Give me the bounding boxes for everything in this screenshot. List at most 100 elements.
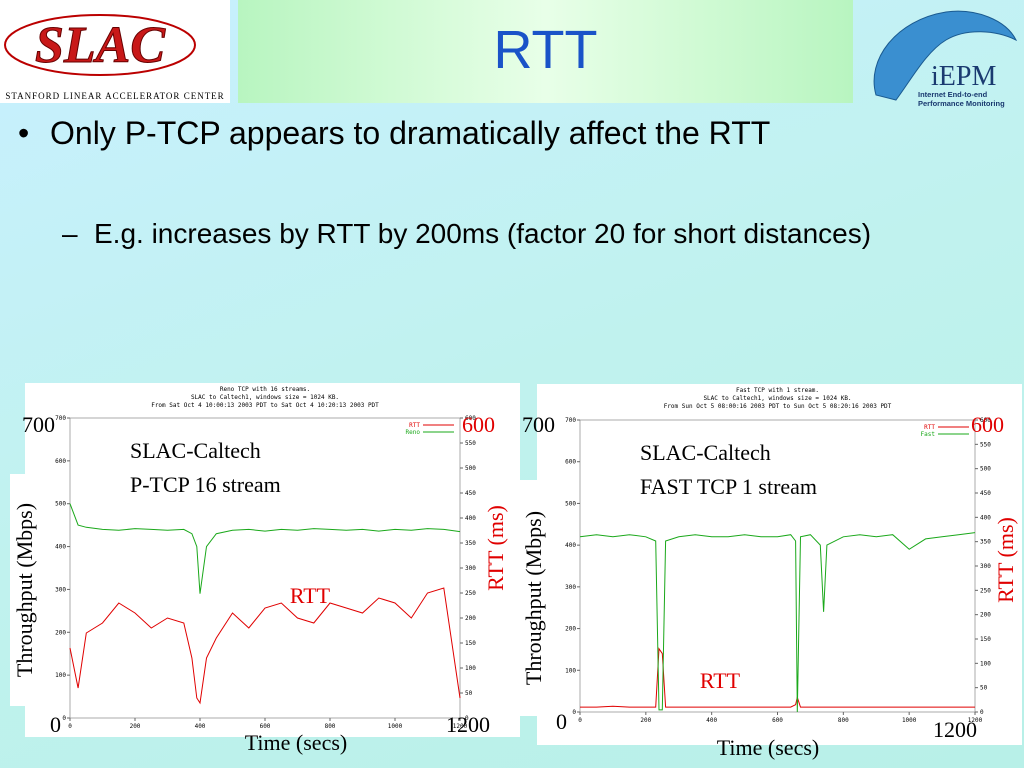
annotation: SLAC-Caltech — [130, 438, 261, 463]
x-tick-label: 200 — [130, 723, 141, 730]
x-axis-label: Time (secs) — [245, 730, 347, 755]
y2-tick-label: 200 — [980, 612, 991, 619]
chart-subtitle: SLAC to Caltech1, windows size = 1024 KB… — [703, 395, 851, 402]
chart-panel — [25, 383, 520, 737]
y2-tick-label: 100 — [465, 665, 476, 672]
y2-tick-label: 200 — [465, 615, 476, 622]
legend-label: Reno — [406, 429, 421, 436]
x-axis-min-label: 0 — [556, 709, 567, 734]
y-tick-label: 200 — [55, 629, 66, 636]
annotation: FAST TCP 1 stream — [640, 474, 817, 499]
y-tick-label: 100 — [565, 667, 576, 674]
series-line — [69, 503, 461, 594]
x-tick-label: 0 — [578, 717, 582, 724]
y-axis-label: Throughput (Mbps) — [521, 511, 546, 685]
chart-subtitle: From Sat Oct 4 10:00:13 2003 PDT to Sat … — [151, 402, 379, 409]
x-tick-label: 1000 — [902, 717, 917, 724]
x-tick-label: 1000 — [388, 723, 403, 730]
chart-subtitle: SLAC to Caltech1, windows size = 1024 KB… — [191, 394, 339, 401]
x-tick-label: 1200 — [453, 723, 468, 730]
y-label-box — [10, 474, 38, 706]
legend-label: RTT — [409, 422, 420, 429]
x-tick-label: 200 — [640, 717, 651, 724]
y2-tick-label: 250 — [980, 587, 991, 594]
y-tick-label: 500 — [565, 500, 576, 507]
y2-tick-label: 250 — [465, 590, 476, 597]
x-tick-label: 800 — [838, 717, 849, 724]
legend-label: RTT — [924, 424, 935, 431]
chart-panel — [537, 384, 1022, 745]
y2-tick-label: 0 — [465, 715, 469, 722]
y-tick-label: 600 — [55, 458, 66, 465]
y-tick-label: 200 — [565, 626, 576, 633]
y2-tick-label: 600 — [465, 415, 476, 422]
x-tick-label: 400 — [195, 723, 206, 730]
y2-tick-label: 50 — [980, 685, 988, 692]
y2-tick-label: 350 — [980, 539, 991, 546]
y2-tick-label: 300 — [980, 563, 991, 570]
y-tick-label: 700 — [55, 415, 66, 422]
y-axis-max-label: 700 — [522, 412, 555, 437]
y-tick-label: 700 — [565, 417, 576, 424]
y-tick-label: 300 — [565, 584, 576, 591]
y2-tick-label: 450 — [980, 490, 991, 497]
slac-logo-text: SLAC — [35, 17, 166, 74]
slac-logo-sub: Stanford Linear Accelerator Center — [5, 91, 224, 101]
rtt-label: RTT — [290, 583, 331, 608]
bullet: Only P-TCP appears to dramatically affec… — [18, 112, 890, 154]
iepm-logo-sub: Performance Monitoring — [918, 99, 1005, 108]
slac-logo: SLAC Stanford Linear Accelerator Center — [0, 0, 230, 103]
x-tick-label: 0 — [68, 723, 72, 730]
y2-tick-label: 350 — [465, 540, 476, 547]
x-tick-label: 800 — [325, 723, 336, 730]
chart-title: Fast TCP with 1 stream. — [736, 387, 819, 394]
y2-tick-label: 150 — [465, 640, 476, 647]
x-axis-max-label: 1200 — [933, 717, 977, 742]
y2-tick-label: 0 — [980, 709, 984, 716]
slac-logo-art: SLAC Stanford Linear Accelerator Center — [4, 14, 224, 101]
rtt-label: RTT — [700, 668, 741, 693]
y2-tick-label: 500 — [465, 465, 476, 472]
iepm-logo-art: iEPM Internet End-to-end Performance Mon… — [873, 10, 1018, 108]
y2-tick-label: 550 — [980, 441, 991, 448]
y2-tick-label: 150 — [980, 636, 991, 643]
iepm-logo-sub: Internet End-to-end — [918, 90, 988, 99]
y-label-box — [515, 480, 551, 716]
iepm-logo: iEPM Internet End-to-end Performance Mon… — [856, 0, 1024, 110]
x-tick-label: 600 — [260, 723, 271, 730]
y2-tick-label: 450 — [465, 490, 476, 497]
annotation: P-TCP 16 stream — [130, 472, 281, 497]
annotation: SLAC-Caltech — [640, 440, 771, 465]
x-tick-label: 400 — [706, 717, 717, 724]
series-line — [69, 587, 461, 705]
y2-tick-label: 400 — [465, 515, 476, 522]
y2-axis-max-label: 600 — [462, 412, 495, 437]
y2-tick-label: 100 — [980, 660, 991, 667]
y-tick-label: 600 — [565, 459, 576, 466]
y-tick-label: 400 — [565, 542, 576, 549]
y-tick-label: 0 — [62, 715, 66, 722]
y2-axis-label: RTT (ms) — [993, 517, 1018, 603]
y2-axis-max-label: 600 — [971, 412, 1004, 437]
title-bar: RTT — [238, 0, 853, 103]
legend-label: Fast — [921, 431, 936, 438]
x-tick-label: 1200 — [968, 717, 983, 724]
y-axis-label: Throughput (Mbps) — [12, 503, 37, 677]
x-tick-label: 600 — [772, 717, 783, 724]
y-tick-label: 500 — [55, 501, 66, 508]
x-axis-label: Time (secs) — [717, 735, 819, 760]
series-line — [580, 647, 975, 708]
chart-subtitle: From Sun Oct 5 08:00:16 2003 PDT to Sun … — [664, 403, 892, 410]
y2-tick-label: 600 — [980, 417, 991, 424]
slide-title: RTT — [493, 20, 598, 80]
x-axis-min-label: 0 — [50, 712, 61, 737]
y-tick-label: 400 — [55, 544, 66, 551]
x-axis-max-label: 1200 — [446, 712, 490, 737]
y2-tick-label: 550 — [465, 440, 476, 447]
y2-axis-label: RTT (ms) — [483, 505, 508, 591]
y-tick-label: 100 — [55, 672, 66, 679]
y-tick-label: 0 — [572, 709, 576, 716]
sub-bullet: E.g. increases by RTT by 200ms (factor 2… — [62, 214, 894, 254]
y-axis-max-label: 700 — [22, 412, 55, 437]
